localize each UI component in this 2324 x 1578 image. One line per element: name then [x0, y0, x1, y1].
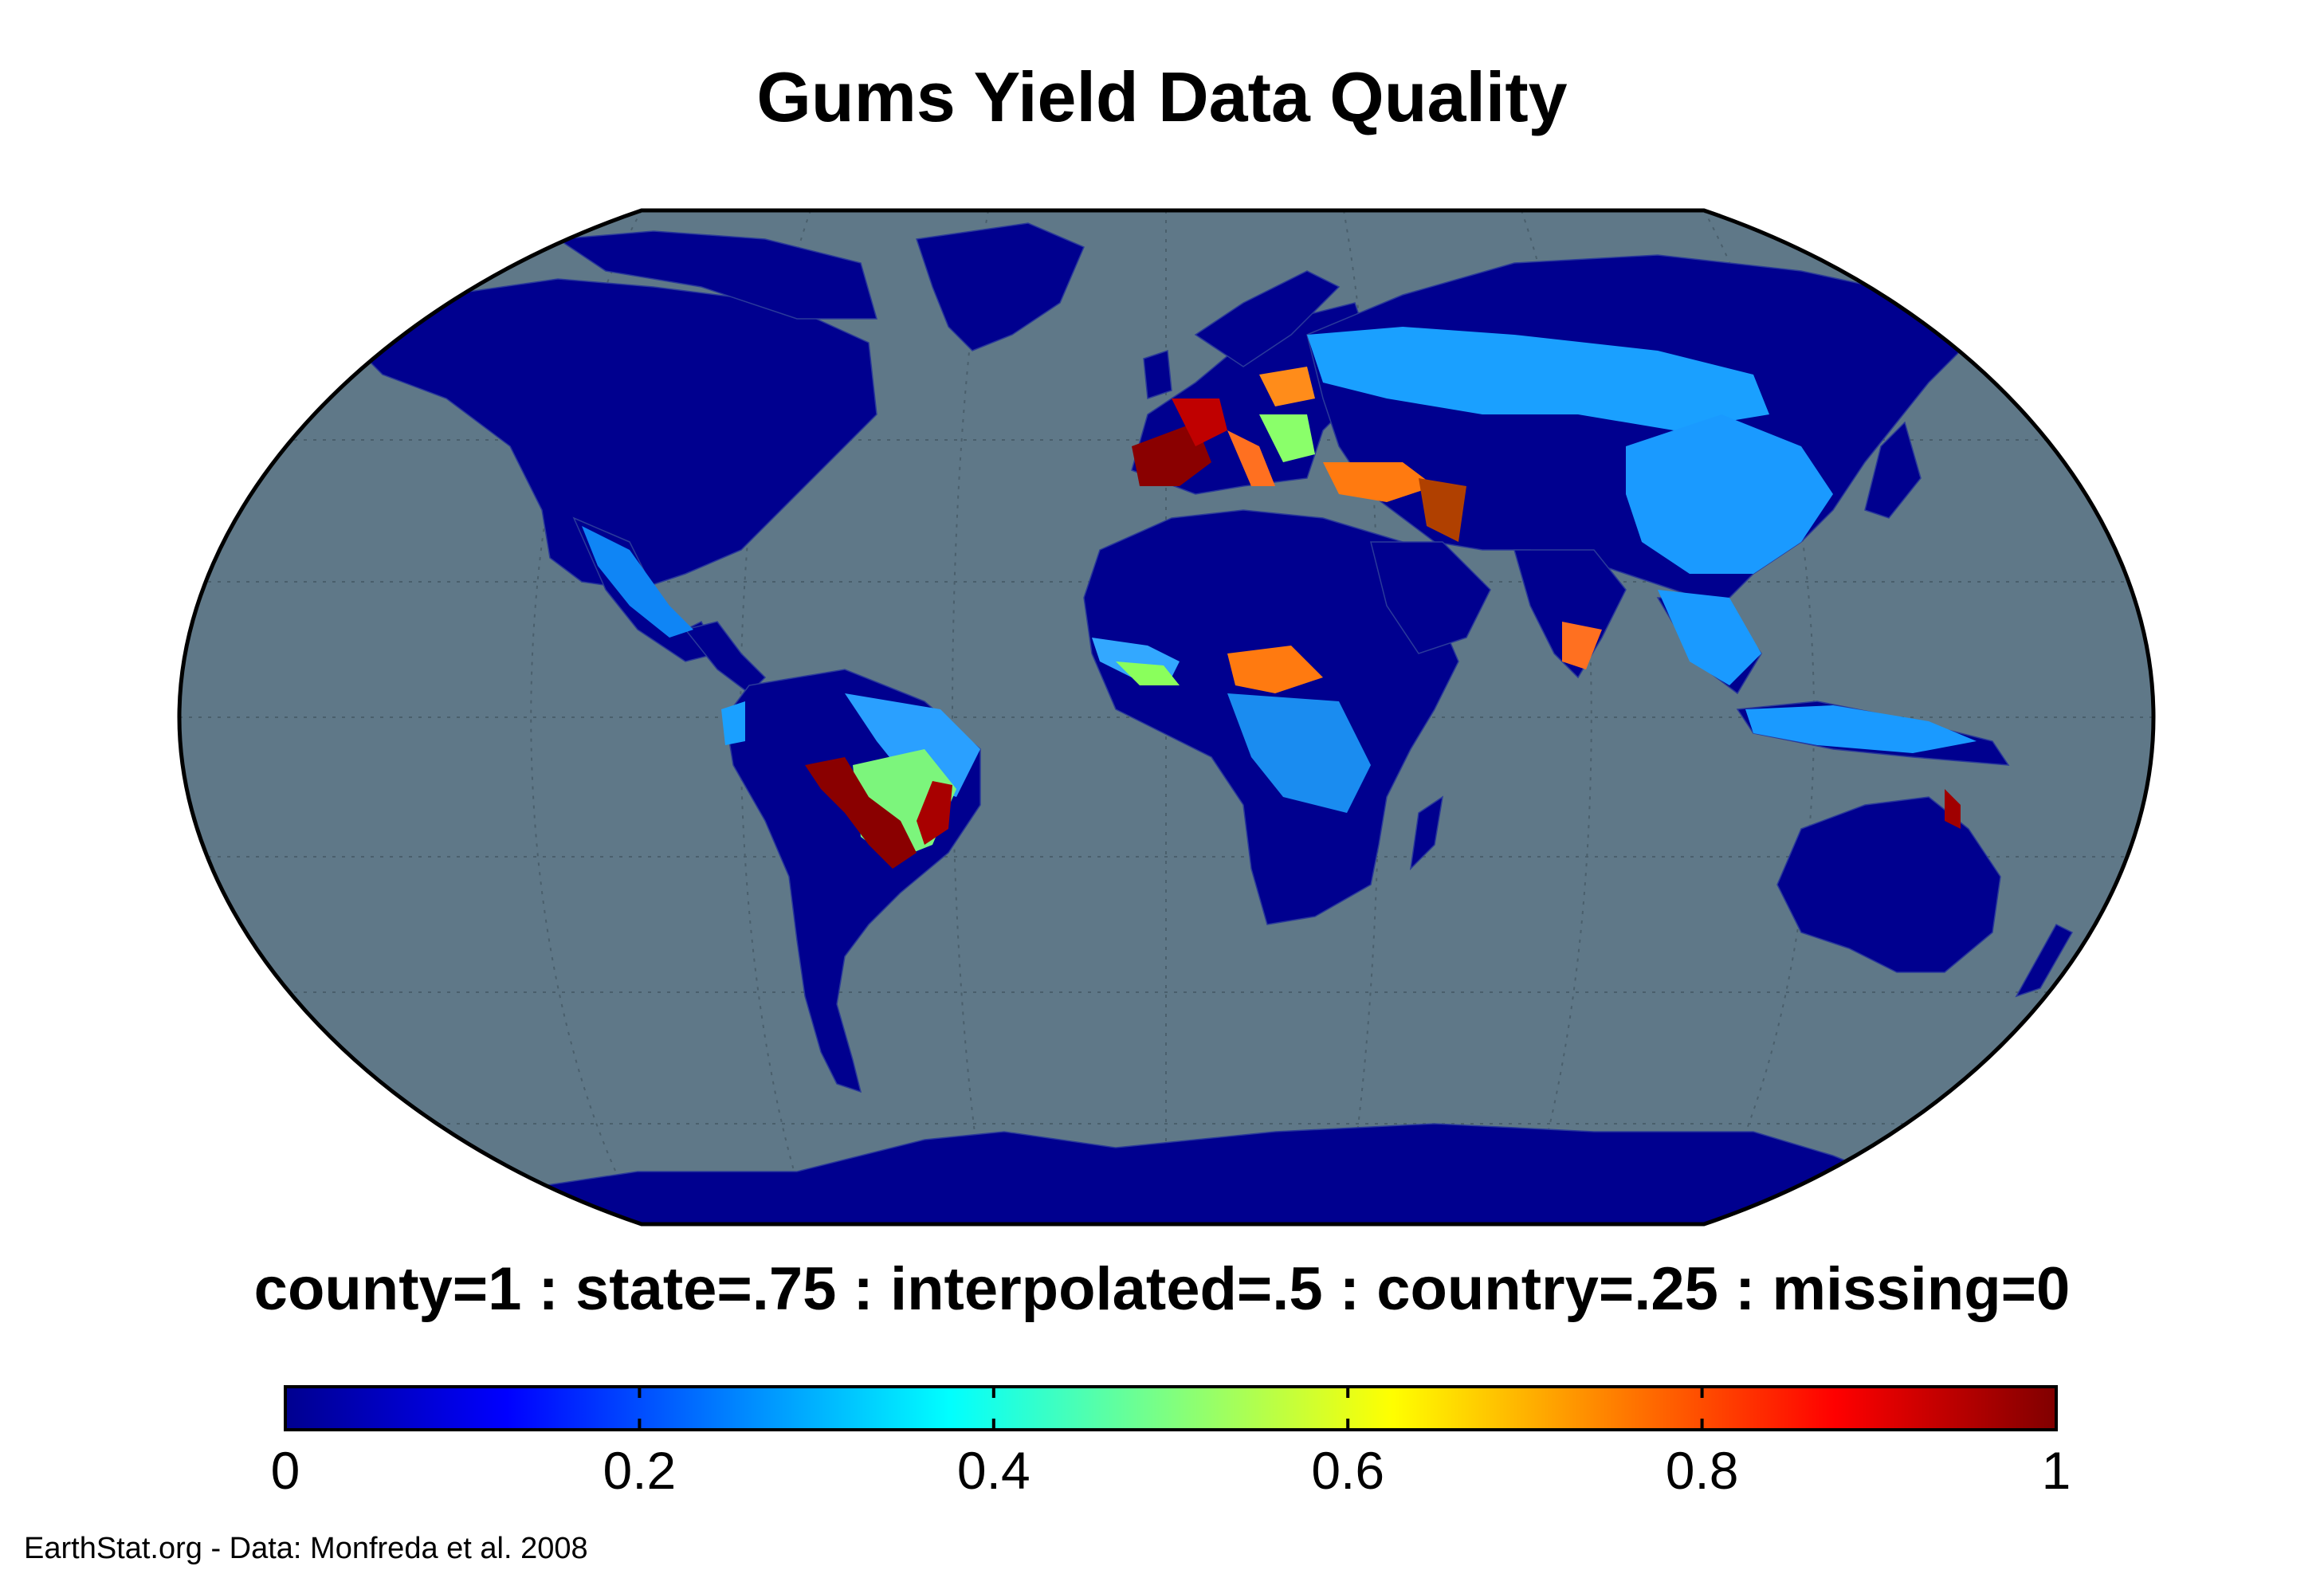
quality-overlays: [582, 327, 1977, 869]
patch-turkey: [1323, 462, 1435, 502]
patch-poland: [1259, 367, 1315, 406]
region-madagascar: [1409, 795, 1444, 871]
patch-mexico: [582, 526, 693, 638]
patch-colombia: [721, 701, 745, 745]
legend-caption: county=1 : state=.75 : interpolated=.5 :…: [253, 1255, 2071, 1323]
credit-line: EarthStat.org - Data: Monfreda et al. 20…: [24, 1532, 588, 1565]
region-north-america: [341, 278, 877, 591]
patch-congo: [1227, 693, 1371, 813]
patch-india-south: [1562, 622, 1602, 669]
region-greenland: [916, 222, 1085, 351]
patch-brazil-red2: [917, 781, 952, 845]
colorbar-gradient: [284, 1385, 2058, 1431]
patch-france: [1172, 398, 1227, 446]
patch-brazil-blue: [845, 693, 980, 797]
region-canada-islands: [555, 230, 877, 320]
patch-sahel-orange: [1227, 646, 1323, 693]
map-frame: [177, 208, 2156, 1227]
region-uk: [1143, 349, 1172, 400]
patch-west-africa-green: [1116, 661, 1180, 685]
colorbar-tick-label: 0.2: [603, 1441, 677, 1500]
region-japan: [1864, 421, 1922, 519]
region-central-america: [684, 621, 767, 694]
patch-balkans: [1259, 414, 1315, 462]
patch-brazil-red: [805, 757, 917, 869]
patch-russia: [1307, 327, 1769, 430]
colorbar-tick-label: 1: [2041, 1441, 2071, 1500]
patch-iran: [1419, 478, 1466, 542]
region-scandinavia: [1194, 270, 1341, 367]
patch-indonesia: [1745, 705, 1977, 753]
patch-china: [1626, 414, 1833, 574]
world-map: [177, 208, 2156, 1227]
region-australia: [1776, 796, 2001, 973]
map-title: Gums Yield Data Quality: [756, 57, 1568, 136]
patch-australia-east: [1945, 789, 1961, 829]
patch-italy: [1227, 430, 1275, 486]
region-new-zealand: [2015, 924, 2074, 998]
colorbar-tick-label: 0.8: [1665, 1441, 1739, 1500]
colorbar-tick-label: 0: [270, 1441, 300, 1500]
colorbar-tick-label: 0.6: [1311, 1441, 1385, 1500]
colorbar-tick-label: 0.4: [956, 1441, 1030, 1500]
colorbar-ticks: [638, 1387, 1704, 1430]
region-arabia: [1370, 541, 1491, 654]
patch-southeast-asia: [1658, 590, 1761, 685]
